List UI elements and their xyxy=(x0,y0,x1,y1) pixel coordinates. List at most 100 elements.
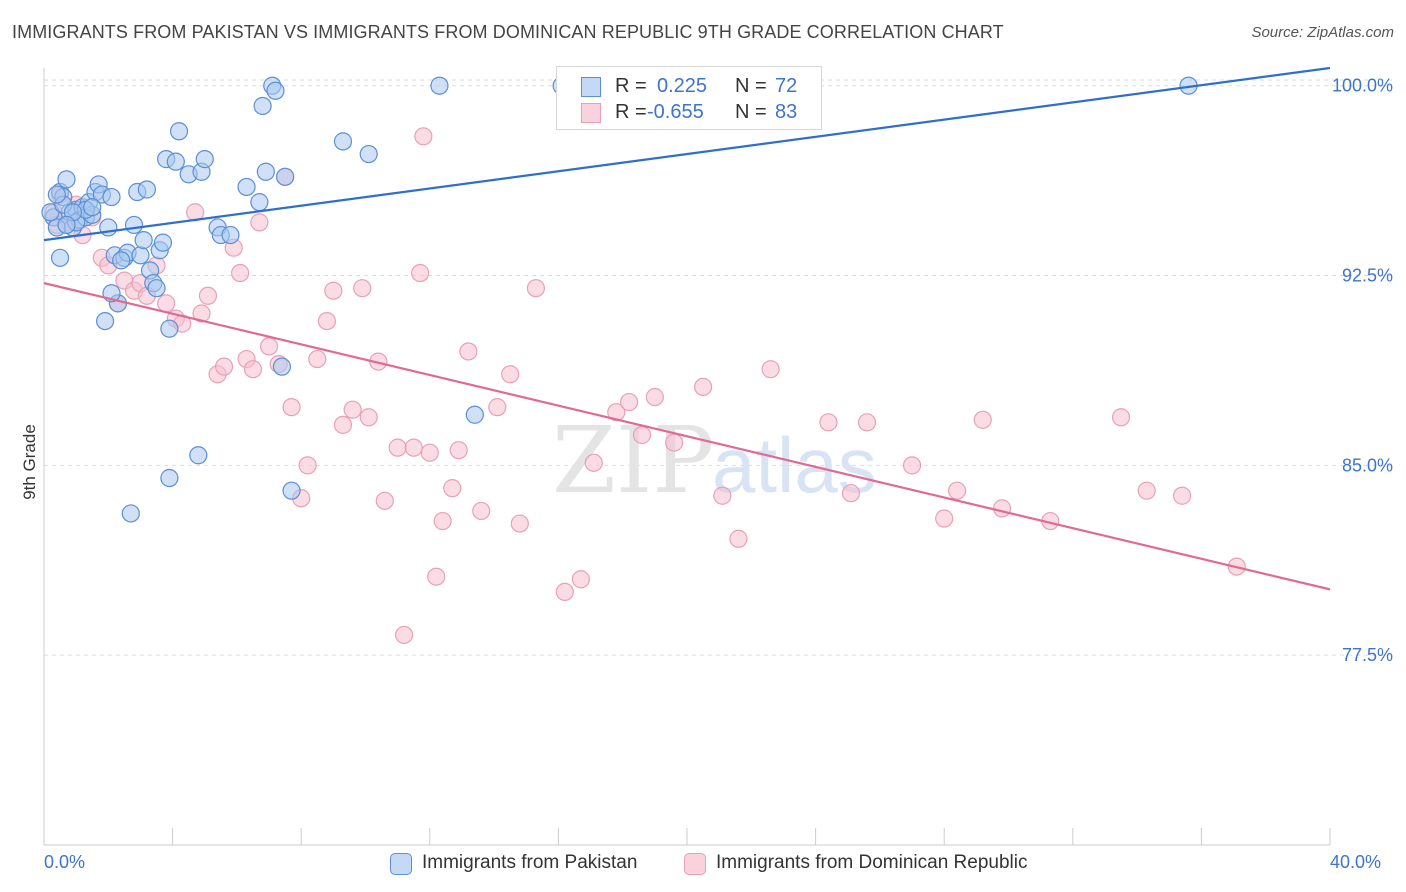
data-point xyxy=(195,150,214,169)
data-point xyxy=(584,453,603,472)
data-point xyxy=(198,286,218,305)
data-point xyxy=(83,198,102,217)
data-point xyxy=(526,279,545,298)
data-point xyxy=(394,625,414,645)
data-point xyxy=(857,413,877,432)
legend-n-value: 83 xyxy=(775,101,798,123)
data-point xyxy=(761,360,780,379)
data-point xyxy=(221,225,240,245)
data-point xyxy=(95,311,115,331)
data-point xyxy=(166,152,185,171)
data-point xyxy=(259,337,279,356)
data-point xyxy=(324,281,343,300)
legend-swatch-pink xyxy=(581,103,601,123)
data-point xyxy=(112,251,131,270)
bottom-legend-label: Immigrants from Pakistan xyxy=(422,852,638,873)
data-point xyxy=(47,185,66,204)
trend-line xyxy=(43,66,1331,242)
data-point xyxy=(131,246,150,265)
trend-line xyxy=(43,282,1331,591)
y-tick-label: 85.0% xyxy=(1342,455,1393,475)
data-point xyxy=(459,342,478,361)
data-point xyxy=(160,468,179,488)
axes xyxy=(43,68,1331,846)
data-point xyxy=(645,387,664,407)
series-pakistan-points xyxy=(41,76,1198,523)
trend-lines xyxy=(43,66,1331,591)
data-point xyxy=(1137,481,1156,500)
legend-n-label: N = xyxy=(735,75,767,97)
data-point xyxy=(488,398,507,417)
legend-r-value: -0.655 xyxy=(647,101,704,123)
data-point xyxy=(388,438,407,457)
data-point xyxy=(935,509,954,528)
data-point xyxy=(160,319,179,338)
data-point xyxy=(276,167,295,186)
data-point xyxy=(231,263,250,283)
data-point xyxy=(510,514,529,533)
data-point xyxy=(124,215,144,235)
bottom-legend-swatch-blue xyxy=(390,853,412,875)
data-point xyxy=(250,213,269,232)
watermark: ZIP atlas xyxy=(552,407,877,514)
data-point xyxy=(102,187,121,207)
data-point xyxy=(465,405,484,424)
data-point xyxy=(250,193,269,212)
y-tick-label: 92.5% xyxy=(1342,266,1393,286)
watermark-zip: ZIP xyxy=(552,407,714,514)
y-tick-labels: 77.5% 85.0% 92.5% 100.0% xyxy=(1332,76,1393,665)
data-point xyxy=(169,122,189,141)
data-point xyxy=(317,311,337,331)
legend-n-label: N = xyxy=(735,101,767,123)
data-point xyxy=(343,400,362,419)
data-point xyxy=(620,392,639,412)
data-point xyxy=(57,170,76,189)
stats-legend: R = 0.225 N = 72 R = -0.655 N = 83 xyxy=(556,66,822,130)
data-point xyxy=(665,433,684,452)
data-point xyxy=(192,304,211,323)
data-point xyxy=(243,360,263,379)
legend-r-value: 0.225 xyxy=(657,75,708,97)
data-point xyxy=(359,408,378,427)
data-point xyxy=(134,231,153,250)
data-point xyxy=(308,349,327,369)
data-point xyxy=(632,425,652,445)
data-point xyxy=(1173,486,1192,505)
data-point xyxy=(256,162,275,181)
data-point xyxy=(607,403,626,422)
series-dominican-republic-points xyxy=(44,127,1246,645)
data-point xyxy=(571,570,591,589)
data-point xyxy=(420,443,439,462)
data-point xyxy=(433,511,452,531)
data-point xyxy=(404,438,423,457)
data-point xyxy=(137,180,156,199)
data-point xyxy=(253,96,272,116)
data-point xyxy=(414,127,433,146)
data-point xyxy=(375,491,394,510)
y-tick-label: 77.5% xyxy=(1342,645,1393,665)
data-point xyxy=(411,263,430,283)
data-point xyxy=(693,377,713,396)
data-point xyxy=(282,398,301,417)
legend-n-value: 72 xyxy=(775,75,798,97)
data-point xyxy=(427,567,446,586)
data-point xyxy=(266,81,285,100)
x-tick-label-max: 40.0% xyxy=(1330,852,1382,872)
data-point xyxy=(359,144,378,164)
data-point xyxy=(272,357,292,376)
data-point xyxy=(430,76,449,95)
data-point xyxy=(353,279,372,298)
legend-swatch-blue xyxy=(581,77,601,97)
data-point xyxy=(992,499,1012,518)
data-point xyxy=(121,504,140,523)
source-label: Source: ZipAtlas.com xyxy=(1251,24,1394,41)
data-point xyxy=(555,582,574,602)
data-point xyxy=(298,456,317,475)
data-point xyxy=(157,294,176,313)
data-point xyxy=(947,481,967,500)
data-point xyxy=(57,215,76,235)
bottom-legend-swatch-pink xyxy=(684,853,706,875)
data-point xyxy=(1111,408,1131,427)
data-point xyxy=(333,415,353,434)
